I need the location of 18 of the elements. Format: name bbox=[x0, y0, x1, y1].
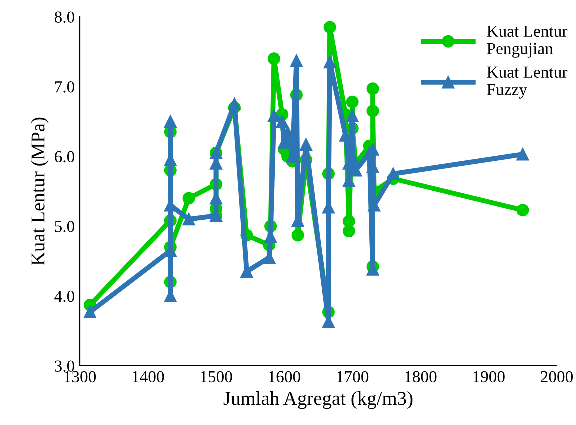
y-tick-label: 6.0 bbox=[55, 151, 75, 163]
y-axis-title: Kuat Lentur (MPa) bbox=[31, 118, 49, 266]
x-axis-title: Jumlah Agregat (kg/m3) bbox=[224, 392, 413, 410]
x-tick-label: 1500 bbox=[201, 371, 232, 383]
x-tick-label: 2000 bbox=[541, 371, 574, 383]
legend-label: Kuat Lentur Pengujian bbox=[487, 26, 568, 58]
x-tick-label: 1800 bbox=[406, 371, 437, 383]
x-tick-label: 1400 bbox=[132, 371, 164, 383]
legend-label: Kuat Lentur Fuzzy bbox=[487, 66, 568, 99]
x-tick-label: 1900 bbox=[474, 371, 505, 383]
y-tick-label: 4.0 bbox=[54, 290, 75, 302]
y-tick-label: 7.0 bbox=[55, 82, 75, 93]
x-tick-label: 1600 bbox=[269, 371, 300, 383]
y-tick-label: 5.0 bbox=[55, 221, 75, 232]
x-tick-label: 1300 bbox=[64, 371, 96, 383]
y-tick-label: 8.0 bbox=[54, 12, 75, 24]
x-tick-label: 1700 bbox=[337, 371, 369, 383]
y-tick-label: 3.0 bbox=[55, 360, 75, 372]
